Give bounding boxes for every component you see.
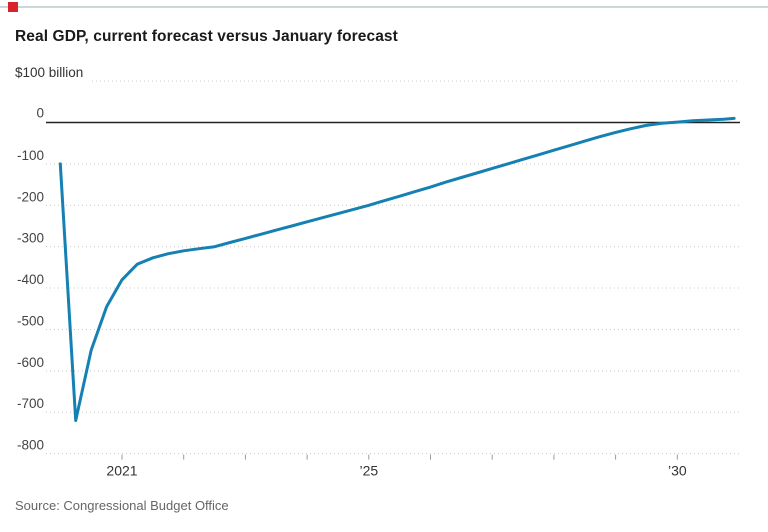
y-axis-tick-label: 0: [36, 106, 44, 121]
x-axis-tick-label: 2021: [106, 463, 137, 479]
x-axis-tick-label: ’30: [668, 463, 687, 479]
y-axis-tick-label: -700: [17, 396, 44, 411]
y-axis-tick-label: -200: [17, 189, 44, 204]
y-axis-tick-label: -800: [17, 438, 44, 453]
chart-title: Real GDP, current forecast versus Januar…: [15, 28, 398, 45]
forecast-difference-line: [58, 116, 736, 422]
y-axis-tick-label: -600: [17, 355, 44, 370]
y-axis-tick-label: -400: [17, 272, 44, 287]
y-axis-unit-label: $100 billion: [15, 65, 83, 80]
y-axis-tick-label: -300: [17, 231, 44, 246]
y-axis-tick-label: -100: [17, 148, 44, 163]
x-axis-tick-label: ’25: [359, 463, 378, 479]
top-divider: [0, 6, 768, 8]
source-note: Source: Congressional Budget Office: [15, 498, 229, 513]
y-axis-tick-label: -500: [17, 313, 44, 328]
red-marker-square: [8, 2, 18, 12]
